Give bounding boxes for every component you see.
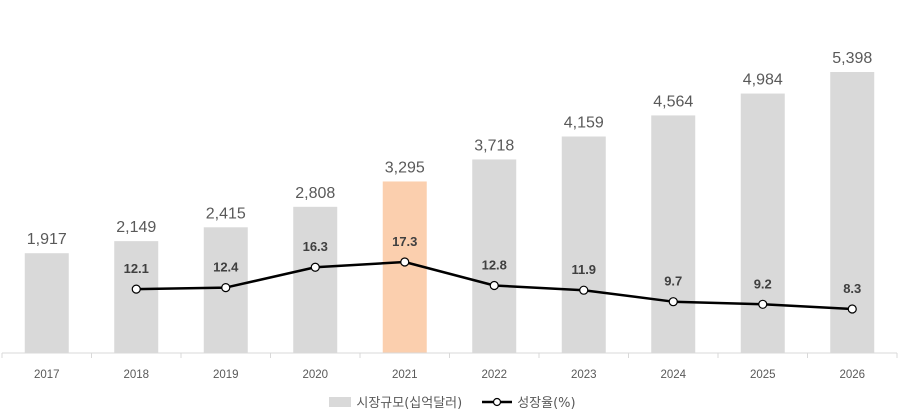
bar-value-2026: 5,398	[832, 50, 872, 67]
rate-value-2025: 9.2	[754, 276, 772, 291]
line-marker-swatch-icon	[482, 397, 513, 406]
bar-value-2023: 4,159	[564, 114, 604, 131]
x-axis-ticks	[1, 353, 898, 358]
bar-value-2025: 4,984	[743, 72, 783, 89]
rate-value-2018: 12.1	[124, 261, 149, 276]
bar-series	[24, 72, 875, 353]
rate-marker-2023	[579, 285, 589, 295]
rate-marker-2018	[131, 284, 141, 294]
rate-marker-2020	[310, 262, 320, 272]
bar-value-2024: 4,564	[653, 93, 693, 110]
rate-value-2024: 9.7	[664, 274, 682, 289]
bar-2023	[561, 136, 606, 353]
legend-item-market-size: 시장규모(십억달러)	[329, 392, 462, 411]
x-label-2020: 2020	[302, 369, 328, 381]
bar-value-2022: 3,718	[474, 137, 514, 154]
bar-2024	[651, 115, 696, 353]
growth-rate-labels: 12.1 12.4 16.3 17.3 12.8 11.9 9.7 9.2 8.3	[124, 234, 862, 296]
rate-value-2022: 12.8	[482, 258, 507, 273]
bar-value-2020: 2,808	[295, 185, 335, 202]
x-label-2024: 2024	[660, 369, 686, 381]
rate-marker-2026	[847, 304, 857, 314]
bar-2025	[740, 93, 785, 353]
x-label-2026: 2026	[839, 369, 865, 381]
x-label-2022: 2022	[481, 369, 507, 381]
rate-value-2023: 11.9	[571, 262, 596, 277]
rate-value-2021: 17.3	[392, 234, 417, 249]
bar-2020	[293, 206, 338, 353]
x-label-2019: 2019	[213, 369, 239, 381]
bar-value-2021: 3,295	[385, 159, 425, 176]
bar-2021	[382, 181, 427, 353]
rate-value-2019: 12.4	[213, 260, 239, 275]
bar-2022	[472, 159, 517, 353]
rate-value-2026: 8.3	[843, 281, 861, 296]
bar-value-2018: 2,149	[116, 219, 156, 236]
x-axis-labels: 2017 2018 2019 2020 2021 2022 2023 2024 2025 2026	[34, 369, 865, 381]
bar-2018	[114, 241, 159, 353]
legend-label-growth-rate: 성장율(%)	[517, 396, 576, 411]
rate-marker-2024	[668, 297, 678, 307]
x-label-2023: 2023	[571, 369, 597, 381]
bar-value-2017: 1,917	[27, 231, 67, 248]
rate-marker-2021	[400, 257, 410, 267]
rate-value-2020: 16.3	[303, 239, 328, 254]
rate-marker-2025	[758, 299, 768, 309]
growth-rate-markers	[131, 257, 857, 314]
bar-2017	[24, 253, 69, 353]
x-label-2025: 2025	[750, 369, 776, 381]
x-label-2017: 2017	[34, 369, 60, 381]
legend-label-market-size: 시장규모(십억달러)	[356, 396, 463, 411]
bar-swatch-icon	[329, 396, 352, 407]
rate-marker-2022	[489, 280, 499, 291]
bar-value-2019: 2,415	[206, 205, 246, 222]
x-label-2021: 2021	[392, 369, 418, 381]
rate-marker-2019	[221, 282, 231, 293]
legend-item-growth-rate: 성장율(%)	[482, 392, 576, 411]
bar-value-labels: 1,917 2,149 2,415 2,808 3,295 3,718 4,159 4,564…	[27, 50, 873, 248]
x-label-2018: 2018	[123, 369, 149, 381]
chart-legend: 시장규모(십억달러) 성장율(%)	[0, 392, 905, 411]
